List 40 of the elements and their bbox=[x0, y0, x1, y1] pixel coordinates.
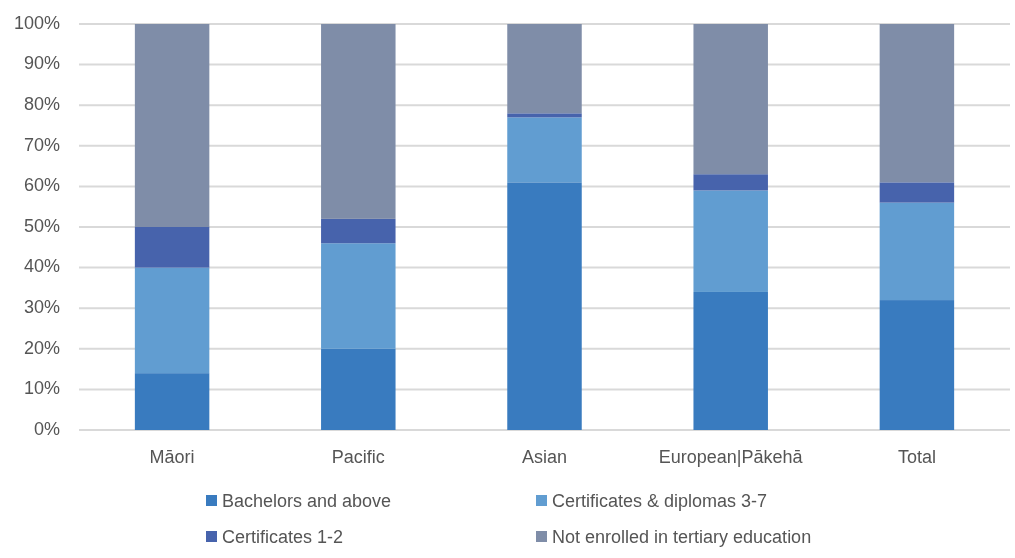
bar bbox=[321, 218, 396, 244]
bar bbox=[507, 113, 582, 118]
bar bbox=[134, 373, 210, 430]
bar bbox=[879, 24, 955, 183]
legend-label: Not enrolled in tertiary education bbox=[552, 526, 812, 547]
x-tick-label: Total bbox=[897, 446, 936, 467]
bar bbox=[321, 24, 396, 219]
bar bbox=[507, 24, 582, 114]
bar bbox=[134, 267, 210, 374]
y-tick-label: 0% bbox=[33, 418, 60, 439]
y-tick-label: 60% bbox=[23, 175, 60, 196]
y-tick-label: 80% bbox=[23, 93, 60, 114]
bar bbox=[507, 117, 582, 183]
bar bbox=[879, 182, 955, 203]
bar bbox=[321, 243, 396, 349]
bar bbox=[134, 24, 210, 227]
y-tick-label: 40% bbox=[23, 256, 60, 277]
bar bbox=[321, 348, 396, 430]
y-tick-label: 70% bbox=[23, 134, 60, 155]
y-tick-label: 10% bbox=[23, 378, 60, 399]
legend-label: Bachelors and above bbox=[222, 490, 392, 511]
x-tick-label: Pacific bbox=[331, 446, 385, 467]
bar bbox=[693, 190, 768, 292]
legend-label: Certificates 1-2 bbox=[222, 526, 344, 547]
y-tick-label: 100% bbox=[13, 12, 60, 33]
y-tick-label: 90% bbox=[23, 53, 60, 74]
bar bbox=[879, 202, 955, 301]
y-tick-label: 30% bbox=[23, 296, 60, 317]
legend-label: Certificates & diplomas 3-7 bbox=[552, 490, 768, 511]
x-tick-label: Māori bbox=[149, 446, 195, 467]
bar bbox=[693, 24, 768, 175]
bar bbox=[507, 182, 582, 430]
bar bbox=[693, 174, 768, 191]
y-tick-label: 50% bbox=[23, 215, 60, 236]
x-tick-label: Asian bbox=[521, 446, 568, 467]
x-tick-label: European|Pākehā bbox=[658, 446, 804, 467]
bar bbox=[134, 227, 210, 268]
bar bbox=[879, 300, 955, 430]
y-tick-label: 20% bbox=[23, 337, 60, 358]
bar bbox=[693, 291, 768, 430]
